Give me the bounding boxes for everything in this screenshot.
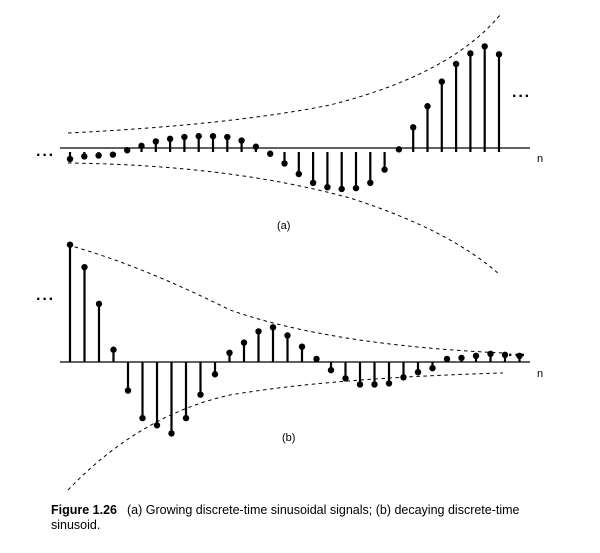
- panel-a-sample-point: [209, 132, 217, 140]
- panel-a-sample-point: [324, 184, 331, 191]
- panel-a-sample-point: [195, 132, 202, 140]
- panel-b-left-ellipsis: ···: [36, 291, 55, 308]
- panel-a-sample-point: [109, 151, 117, 158]
- panel-a-label: (a): [277, 220, 290, 232]
- panel-b-sample-point: [487, 350, 494, 358]
- panel-a-sample-point: [66, 155, 74, 163]
- figure-caption: Figure 1.26 (a) Growing discrete-time sin…: [51, 503, 571, 533]
- panel-a-sample-point: [152, 138, 159, 145]
- panel-a-axis-label: n: [537, 153, 543, 165]
- panel-b-sample-point: [110, 346, 117, 353]
- panel-a-sample-point: [267, 150, 274, 157]
- panel-a-upper-envelope: [67, 14, 501, 134]
- panel-b-sample-point: [168, 430, 175, 437]
- panel-a-sample-point: [238, 137, 245, 144]
- panel-a-sample-point: [495, 51, 503, 58]
- panel-a-sample-point: [395, 146, 403, 153]
- panel-a-left-ellipsis: ···: [36, 147, 55, 164]
- panel-b-sample-point: [139, 414, 146, 422]
- panel-b-sample-point: [458, 354, 465, 362]
- panel-a-sample-point: [367, 179, 374, 186]
- panel-b-sample-point: [255, 328, 262, 335]
- panel-a-sample-point: [166, 135, 174, 142]
- panel-b-sample-point: [414, 369, 422, 376]
- panel-a-sample-point: [252, 143, 260, 150]
- panel-b-sample-point: [197, 391, 204, 398]
- panel-b-axis-label: n: [537, 368, 543, 380]
- panel-b-sample-point: [153, 422, 161, 429]
- panel-a-sample-point: [338, 185, 345, 193]
- panel-b-sample-point: [124, 387, 132, 394]
- panel-b-sample-point: [298, 343, 306, 350]
- panel-b-sample-point: [501, 351, 509, 359]
- panel-b-upper-envelope: [67, 244, 504, 354]
- panel-a-lower-envelope: [67, 162, 501, 276]
- panel-a-sample-point: [381, 166, 388, 173]
- panel-a-sample-point: [224, 133, 231, 141]
- panel-a-right-ellipsis: ···: [512, 88, 531, 105]
- panel-b-sample-point: [182, 414, 190, 422]
- panel-b-decaying-sinusoid: ··· ··· n (b): [36, 241, 543, 491]
- panel-a-sample-point: [95, 152, 102, 159]
- panel-b-sample-point: [385, 380, 393, 387]
- panel-a-sample-point: [424, 103, 431, 110]
- panel-a-sample-point: [295, 170, 302, 178]
- panel-a-sample-point: [181, 133, 188, 141]
- panel-b-label: (b): [282, 432, 295, 444]
- panel-b-sample-point: [400, 374, 407, 381]
- figure-number: Figure 1.26: [51, 503, 117, 517]
- panel-a-sample-point: [481, 43, 488, 50]
- panel-b-sample-point: [269, 324, 277, 331]
- panel-b-sample-point: [81, 263, 88, 271]
- panel-b-sample-point: [226, 349, 233, 357]
- panel-a-sample-point: [352, 184, 360, 192]
- panel-b-lower-envelope: [67, 372, 504, 491]
- panel-b-sample-point: [95, 300, 103, 308]
- panel-a-sample-point: [438, 78, 445, 85]
- panel-b-sample-point: [342, 375, 349, 382]
- panel-b-sample-point: [313, 355, 320, 363]
- panel-a-sample-point: [138, 142, 145, 150]
- panel-b-sample-point: [284, 332, 291, 339]
- panel-b-samples: [66, 241, 523, 437]
- panel-a-sample-point: [309, 179, 317, 186]
- panel-b-sample-point: [327, 366, 335, 374]
- panel-b-sample-point: [356, 381, 364, 388]
- panel-b-sample-point: [211, 371, 219, 378]
- panel-b-sample-point: [240, 339, 248, 346]
- panel-b-sample-point: [443, 355, 451, 363]
- panel-a-samples: [66, 43, 503, 193]
- panel-b-sample-point: [66, 241, 74, 248]
- panel-a-growing-sinusoid: ··· ··· n (a): [36, 14, 543, 276]
- panel-b-sample-point: [371, 381, 378, 388]
- panel-b-sample-point: [429, 364, 436, 372]
- panel-b-sample-point: [516, 352, 523, 360]
- panel-a-sample-point: [81, 153, 88, 160]
- caption-text: (a) Growing discrete-time sinusoidal sig…: [51, 503, 520, 532]
- panel-b-sample-point: [472, 352, 480, 360]
- panel-a-sample-point: [452, 60, 460, 68]
- panel-a-sample-point: [410, 124, 417, 131]
- panel-a-sample-point: [467, 50, 474, 57]
- panel-a-sample-point: [281, 160, 288, 167]
- panel-a-sample-point: [124, 147, 131, 154]
